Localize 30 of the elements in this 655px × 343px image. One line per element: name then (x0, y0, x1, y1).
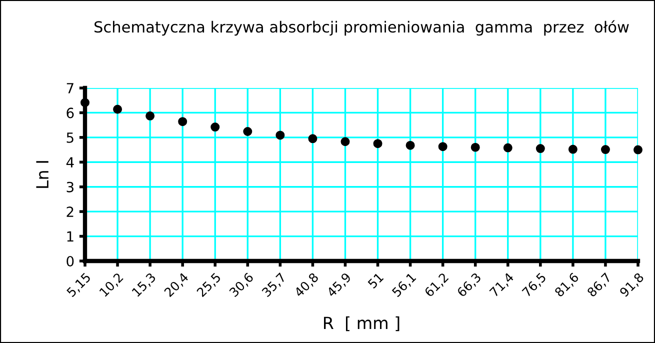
point (178, 117, 188, 126)
point (503, 143, 512, 152)
point (373, 139, 382, 148)
point (600, 145, 610, 154)
point (276, 130, 285, 140)
y-tick-label: 7 (66, 83, 74, 94)
point (146, 111, 155, 120)
point (210, 122, 220, 132)
point (340, 137, 350, 146)
point (438, 142, 448, 152)
point (568, 144, 578, 154)
point (113, 104, 122, 114)
y-tick-label: 3 (66, 182, 74, 192)
point (243, 127, 252, 136)
chart-title: Schematyczna krzywa absorbcji promieniowania gamma przez ołów (94, 20, 629, 36)
point (634, 145, 642, 154)
point (470, 142, 480, 152)
y-axis-title: Ln I (36, 161, 48, 188)
y-tick-label: 0 (66, 256, 74, 266)
point (536, 144, 545, 154)
y-tick-label: 6 (66, 108, 74, 118)
y-tick-label: 5 (66, 132, 74, 143)
y-tick-label: 2 (66, 206, 74, 217)
point (406, 140, 415, 150)
x-tick-label: 51 (367, 272, 384, 289)
point (308, 134, 318, 144)
y-tick-label: 4 (66, 157, 74, 168)
x-axis-title: R [ mm ] (324, 316, 400, 332)
y-tick-label: 1 (67, 231, 74, 242)
point (80, 98, 90, 108)
